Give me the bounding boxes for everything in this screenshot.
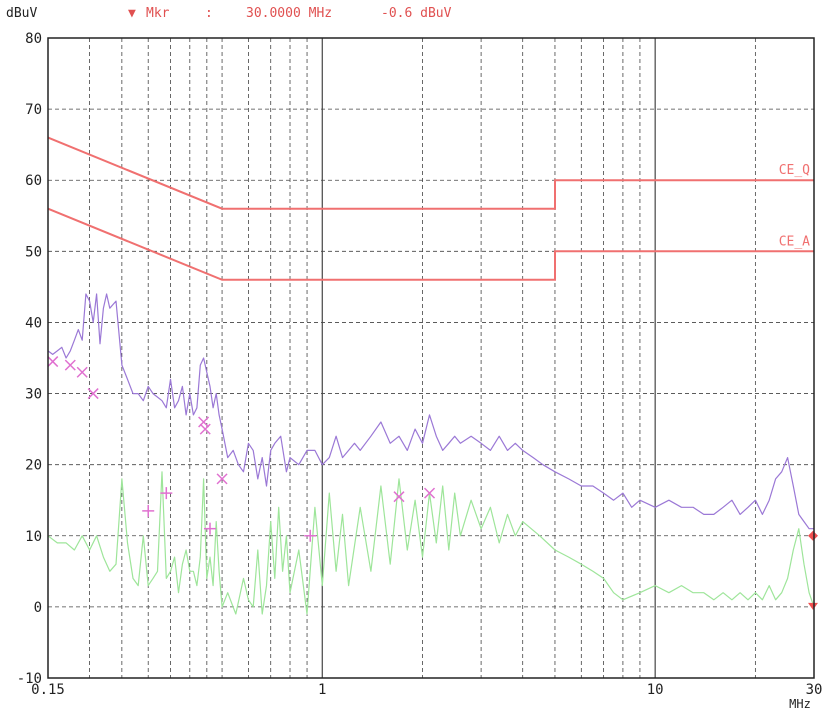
marker-frequency: 30.0000 MHz	[246, 6, 333, 21]
y-tick-label: 30	[25, 387, 42, 403]
quasi-peak-marker	[393, 491, 405, 503]
end-marker-diamond	[808, 530, 818, 541]
y-tick-label: 70	[25, 102, 42, 118]
marker-level: -0.6 dBuV	[381, 6, 452, 21]
quasi-peak-marker	[76, 366, 88, 378]
y-tick-label: 50	[25, 244, 42, 260]
peak-trace	[47, 293, 814, 530]
average-marker	[204, 522, 217, 535]
marker-label: Mkr	[146, 6, 170, 21]
quasi-peak-marker-stroke	[216, 473, 228, 485]
y-tick-label: 40	[25, 315, 42, 331]
limit-label-ce_a: CE_A	[779, 234, 810, 249]
quasi-peak-marker	[199, 423, 211, 435]
quasi-peak-marker-stroke	[424, 487, 436, 499]
quasi-peak-marker-stroke	[87, 388, 99, 400]
y-tick-label: 10	[25, 529, 42, 545]
y-tick-label: 0	[34, 600, 42, 616]
quasi-peak-marker	[64, 359, 76, 371]
quasi-peak-marker	[216, 473, 228, 485]
y-tick-label: 20	[25, 458, 42, 474]
limit-line-ce_a	[47, 207, 814, 281]
quasi-peak-marker	[47, 356, 59, 368]
marker-triangle-icon: ▼	[128, 6, 136, 21]
x-tick-label: 10	[647, 682, 664, 698]
y-tick-label: 60	[25, 173, 42, 189]
limit-lines: CE_Q CE_A	[47, 136, 814, 281]
quasi-peak-marker-stroke	[198, 416, 210, 428]
limit-label-ce_q: CE_Q	[779, 163, 810, 178]
x-tick-label: 30	[806, 682, 823, 698]
x-axis-label: MHz	[789, 697, 811, 711]
plot-frame	[47, 37, 815, 679]
quasi-peak-marker-stroke	[76, 366, 88, 378]
y-axis-unit-label: dBuV	[6, 6, 38, 21]
grid	[47, 38, 814, 678]
marker-separator: :	[205, 6, 213, 21]
average-trace	[47, 471, 815, 615]
quasi-peak-marker	[198, 416, 210, 428]
y-tick-label: 80	[25, 31, 42, 47]
average-marker	[304, 529, 317, 542]
end-marker-triangle	[808, 602, 818, 610]
average-marker	[142, 504, 155, 517]
quasi-peak-marker-stroke	[393, 491, 405, 503]
quasi-peak-marker	[424, 487, 436, 499]
quasi-peak-marker	[87, 388, 99, 400]
y-tick-label: -10	[17, 671, 42, 687]
limit-line-ce_q	[47, 136, 814, 210]
quasi-peak-marker-stroke	[64, 359, 76, 371]
quasi-peak-marker-stroke	[47, 356, 59, 368]
x-tick-label: 0.15	[31, 682, 65, 698]
x-tick-label: 1	[318, 682, 326, 698]
traces	[47, 293, 815, 615]
markers	[47, 356, 818, 610]
quasi-peak-marker-stroke	[199, 423, 211, 435]
average-marker	[160, 487, 173, 500]
